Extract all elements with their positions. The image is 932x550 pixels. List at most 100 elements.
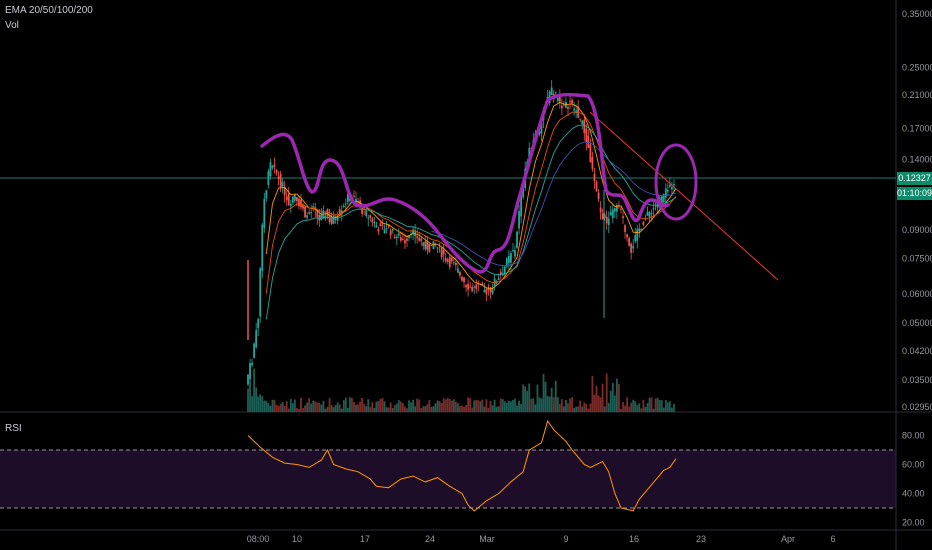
volume-bar (479, 401, 482, 412)
candle-body (452, 262, 455, 264)
candle-body (628, 237, 631, 246)
candle-body (597, 192, 600, 200)
candle-body (469, 286, 472, 288)
candle-body (503, 266, 506, 274)
volume-bar (424, 406, 427, 412)
candle-body (267, 171, 270, 185)
volume-bar (432, 406, 435, 412)
volume-bar (499, 398, 502, 412)
candle-body (516, 231, 518, 248)
price-tick-label: 0.02950 (902, 402, 932, 412)
circle-drawing[interactable] (654, 143, 698, 221)
volume-bar (624, 405, 626, 412)
volume-bar (298, 408, 300, 412)
volume-bar (342, 400, 345, 412)
volume-bar (662, 407, 665, 412)
volume-bar (461, 405, 463, 412)
candle-body (648, 212, 651, 217)
price-tick-label: 0.03500 (902, 375, 932, 385)
volume-bar (589, 403, 592, 412)
rsi-line (247, 419, 677, 512)
volume-bar (314, 401, 317, 412)
volume-bar (385, 407, 388, 412)
rsi-tick-label: 60.00 (902, 460, 925, 470)
volume-bar (656, 397, 659, 412)
candle-body (595, 181, 598, 191)
candle-body (263, 198, 266, 228)
volume-bar (601, 383, 604, 412)
volume-bar (332, 407, 335, 412)
volume-bar (485, 399, 488, 412)
volume-bar (318, 402, 321, 412)
volume-bar (271, 399, 274, 412)
volume-bar (346, 407, 349, 412)
volume-bar (308, 398, 311, 412)
volume-bar (444, 399, 447, 412)
volume-bar (583, 402, 586, 412)
candle-body (473, 286, 476, 288)
candle-body (346, 193, 349, 202)
rsi-legend[interactable]: RSI (5, 423, 22, 434)
volume-bar (283, 405, 286, 412)
volume-bar (334, 405, 337, 412)
candle-body (605, 216, 608, 224)
volume-bar (505, 402, 508, 412)
volume-bar (324, 408, 327, 412)
volume-bar (673, 403, 675, 412)
volume-bar (361, 397, 364, 412)
candle-body (481, 283, 484, 286)
candle-body (406, 238, 408, 241)
candle-body (379, 223, 382, 227)
volume-bar (289, 398, 292, 412)
volume-bar (644, 406, 647, 412)
candle-body (328, 214, 331, 223)
candle-body (620, 208, 622, 210)
volume-bar (310, 403, 313, 412)
candle-body (609, 211, 612, 216)
candle-body (387, 224, 390, 227)
volume-bar (626, 397, 628, 412)
volume-bar (640, 408, 643, 412)
volume-bar (387, 407, 390, 412)
volume-bar (389, 402, 392, 412)
candle-body (518, 211, 520, 229)
volume-bar (391, 408, 394, 412)
candle-body (563, 104, 565, 106)
candle-body (416, 236, 419, 239)
candle-body (367, 217, 370, 219)
volume-bar (658, 400, 661, 412)
volume-bar (459, 405, 461, 412)
volume-bar (383, 401, 386, 412)
volume-bar (501, 399, 504, 412)
volume-bar (304, 405, 306, 412)
candle-body (613, 208, 616, 212)
volume-bar (373, 407, 376, 412)
volume-bar (522, 384, 525, 412)
volume-legend[interactable]: Vol (5, 20, 19, 31)
candle-body (556, 97, 559, 101)
volume-bar (563, 406, 565, 412)
volume-bar (493, 399, 496, 412)
volume-bar (544, 381, 547, 412)
volume-bar (634, 401, 637, 412)
candle-body (371, 218, 374, 223)
candle-body (463, 277, 465, 283)
candle-body (273, 164, 276, 167)
freehand-drawing[interactable] (260, 92, 670, 274)
ema-legend[interactable]: EMA 20/50/100/200 (5, 5, 93, 16)
volume-bar (575, 406, 578, 412)
candle-body (554, 92, 557, 94)
candle-body (279, 173, 282, 188)
volume-bar (410, 402, 412, 412)
candle-body (363, 207, 366, 209)
trendline-drawing[interactable] (589, 111, 779, 281)
candle-body (603, 214, 606, 219)
volume-bar (491, 405, 494, 412)
volume-bar (660, 400, 663, 412)
time-tick-label: 6 (830, 534, 835, 544)
volume-bar (381, 398, 384, 412)
candle-body (591, 157, 594, 169)
volume-bar (469, 398, 472, 412)
candle-body (289, 203, 292, 207)
